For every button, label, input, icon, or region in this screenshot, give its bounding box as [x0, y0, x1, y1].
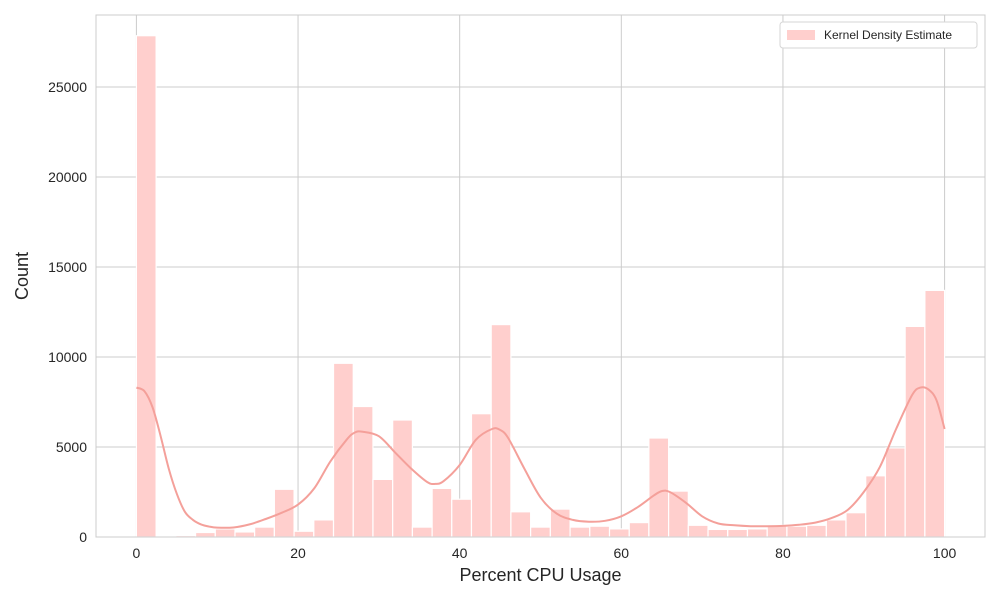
histogram-bar: [451, 498, 473, 538]
histogram-bar: [628, 521, 650, 538]
y-tick-label: 5000: [56, 439, 87, 455]
histogram-bars: [135, 35, 946, 538]
histogram-bar: [470, 413, 492, 538]
histogram-bar: [806, 524, 827, 538]
histogram-bar: [727, 528, 749, 538]
x-tick-label: 0: [133, 545, 141, 561]
x-axis-ticks: 0 20 40 60 80 100: [133, 545, 957, 561]
histogram-bar: [825, 519, 847, 538]
histogram-bar: [648, 437, 670, 538]
plot-border: [95, 14, 986, 538]
histogram-bar: [786, 525, 808, 538]
histogram-bar: [273, 488, 295, 538]
legend: Kernel Density Estimate: [779, 21, 978, 49]
histogram-bar: [332, 362, 354, 538]
x-tick-label: 60: [614, 545, 630, 561]
y-tick-label: 25000: [48, 79, 87, 95]
histogram-bar: [352, 405, 374, 538]
histogram-bar: [707, 528, 729, 538]
histogram-bar: [313, 519, 335, 538]
histogram-bar: [884, 447, 906, 538]
histogram-bar: [254, 526, 275, 538]
y-tick-label: 20000: [48, 169, 87, 185]
histogram-bar: [589, 525, 611, 538]
legend-swatch: [787, 30, 815, 40]
histogram-bar: [687, 524, 709, 538]
histogram-bar: [135, 35, 157, 538]
y-axis-ticks: 0 5000 10000 15000 20000 25000: [48, 79, 87, 545]
histogram-bar: [746, 528, 768, 538]
y-tick-label: 10000: [48, 349, 87, 365]
histogram-bar: [510, 511, 532, 538]
histogram-bar: [608, 528, 630, 538]
histogram-bar: [569, 526, 591, 538]
x-tick-label: 80: [775, 545, 791, 561]
kde-line: [136, 386, 946, 529]
x-tick-label: 20: [290, 545, 306, 561]
histogram-bar: [194, 531, 216, 538]
histogram-bar: [530, 526, 551, 538]
histogram-bar: [904, 325, 926, 538]
plot-background: [96, 15, 985, 537]
histogram-bar: [549, 508, 571, 538]
histogram-bar: [372, 478, 394, 538]
legend-label: Kernel Density Estimate: [824, 28, 952, 42]
legend-box: [779, 21, 978, 49]
histogram-bar: [234, 531, 256, 538]
histogram-bar: [392, 419, 414, 538]
y-tick-label: 15000: [48, 259, 87, 275]
x-axis-title: Percent CPU Usage: [459, 565, 621, 585]
y-tick-label: 0: [79, 529, 87, 545]
x-tick-label: 40: [452, 545, 468, 561]
histogram-bar: [431, 487, 453, 538]
histogram-bar: [214, 528, 236, 538]
histogram-bar: [411, 526, 433, 538]
x-tick-label: 100: [933, 545, 957, 561]
y-axis-title: Count: [12, 252, 32, 300]
histogram-bar: [845, 512, 867, 538]
histogram-bar: [293, 530, 315, 538]
